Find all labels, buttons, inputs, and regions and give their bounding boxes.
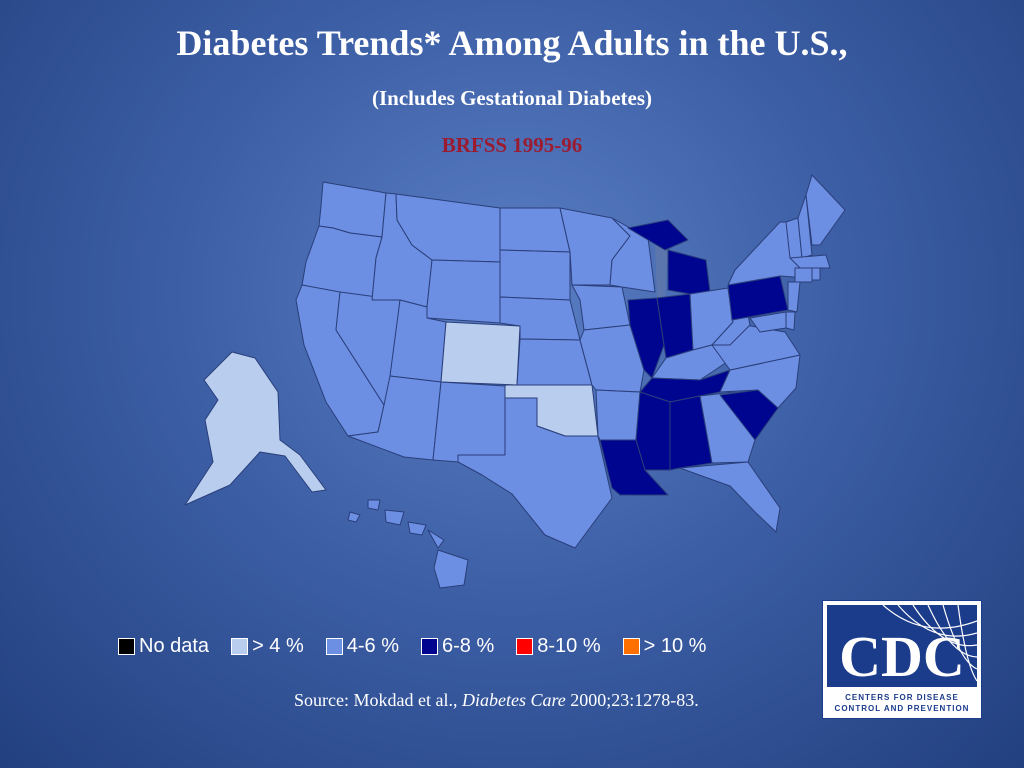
legend-swatch: [118, 637, 135, 655]
state-md: [749, 311, 787, 333]
state-nh: [797, 194, 813, 259]
source-journal: Diabetes Care: [461, 690, 566, 710]
legend-label: 4-6 %: [346, 634, 400, 657]
state-ia: [571, 284, 631, 331]
state-tx: [457, 397, 613, 549]
legend-swatch: [231, 637, 249, 655]
legend-label: 8-10 %: [537, 634, 601, 657]
legend-item-no-data: No data: [118, 635, 209, 658]
legend-label: > 4 %: [252, 634, 304, 657]
source-citation: Source: Mokdad et al., Diabetes Care 200…: [294, 690, 699, 711]
logo-line2: CONTROL AND PREVENTION: [834, 704, 970, 713]
source-prefix: Source: Mokdad et al.,: [294, 690, 462, 710]
legend-label: 6-8 %: [442, 634, 495, 657]
state-nm: [432, 381, 506, 463]
lake-michigan: [655, 245, 668, 300]
slide-subtitle: (Includes Gestational Diabetes): [372, 86, 652, 110]
state-me: [805, 174, 846, 246]
legend-item-lt4: > 4 %: [231, 635, 304, 658]
legend-item-gt10: > 10 %: [622, 634, 707, 658]
state-ct: [794, 267, 813, 283]
state-de: [785, 311, 796, 331]
legend-swatch: [421, 637, 439, 655]
state-ar: [595, 389, 641, 441]
source-suffix: 2000;23:1278-83.: [565, 690, 699, 710]
state-ma: [789, 254, 831, 269]
state-sd: [499, 249, 571, 301]
legend-item-4-6: 4-6 %: [325, 634, 400, 658]
state-ak: [184, 351, 327, 506]
state-wy: [426, 259, 501, 324]
logo-text: CDC: [839, 624, 965, 689]
state-ks: [516, 338, 593, 386]
legend-swatch: [325, 637, 343, 655]
slide-title: Diabetes Trends* Among Adults in the U.S…: [176, 23, 848, 63]
legend-item-8-10: 8-10 %: [516, 634, 601, 658]
state-al: [669, 395, 713, 471]
legend-label: No data: [139, 634, 210, 657]
state-nd: [499, 207, 571, 253]
survey-label: BRFSS 1995-96: [441, 133, 583, 157]
legend-swatch: [622, 637, 640, 655]
logo-line1: CENTERS FOR DISEASE: [845, 693, 959, 702]
state-ms: [635, 391, 671, 471]
cdc-logo: CDC CENTERS FOR DISEASE CONTROL AND PREV…: [822, 600, 982, 719]
state-fl: [679, 461, 781, 533]
state-hi: [347, 499, 469, 589]
legend: No data > 4 % 4-6 % 6-8 % 8-10 % > 10 %: [118, 632, 728, 660]
legend-swatch: [516, 637, 534, 655]
state-co: [440, 321, 521, 386]
state-ri: [811, 267, 821, 281]
legend-label: > 10 %: [643, 634, 707, 657]
legend-item-6-8: 6-8 %: [421, 635, 494, 658]
state-nj: [787, 281, 801, 313]
